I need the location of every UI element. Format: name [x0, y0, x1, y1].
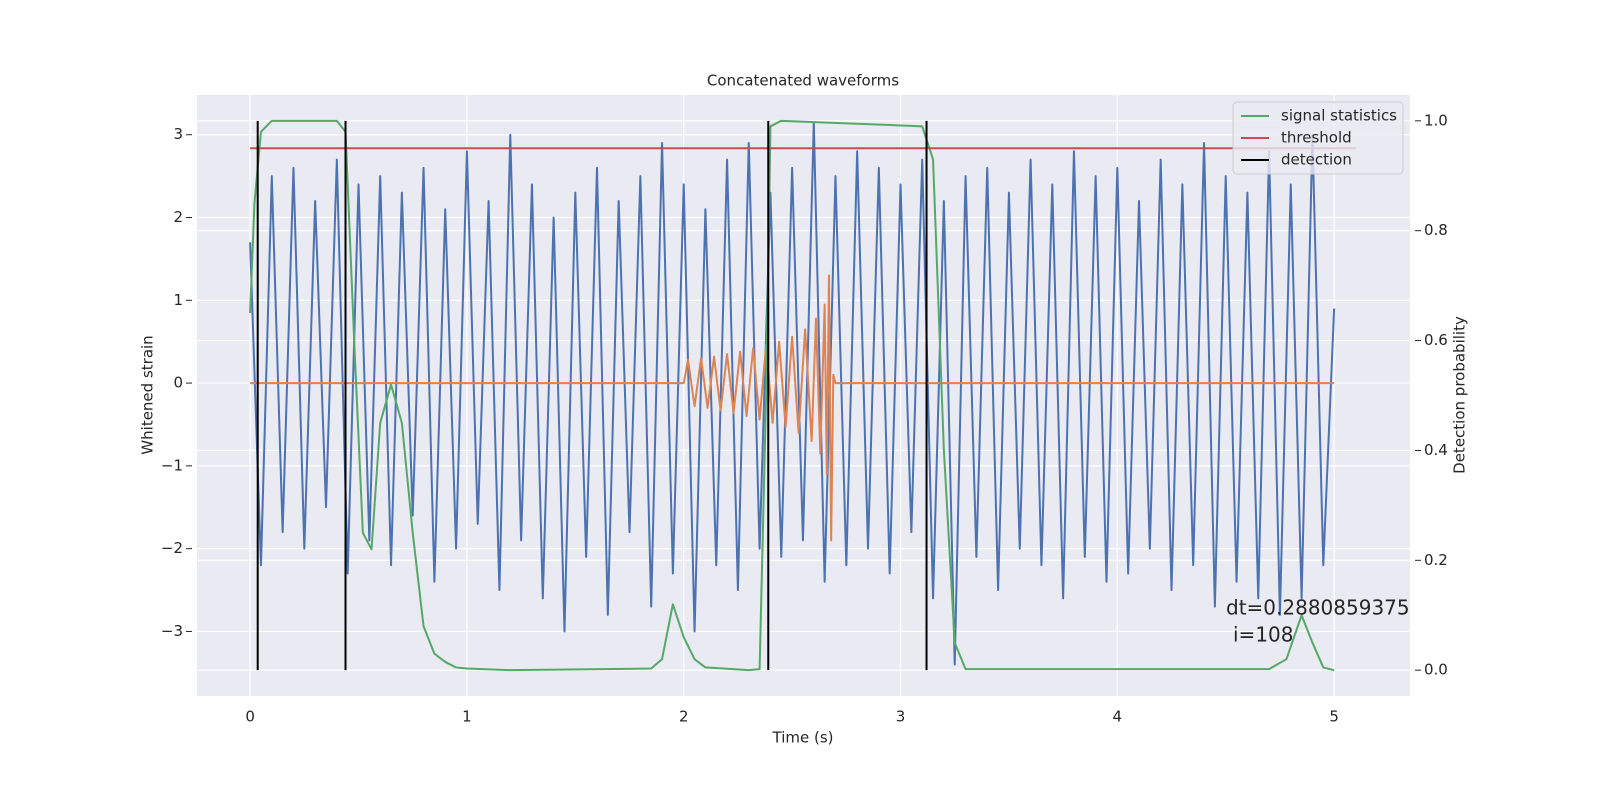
y-tick-label: −3 [161, 622, 183, 640]
chart-title: Concatenated waveforms [707, 72, 899, 90]
y2-tick-label: 0.2 [1424, 551, 1448, 569]
y2-tick-label: 1.0 [1424, 111, 1448, 129]
x-tick-label: 5 [1329, 708, 1339, 726]
annotation: i=108 [1233, 623, 1294, 647]
legend-label: signal statistics [1281, 107, 1397, 125]
annotation: dt=0.2880859375 [1226, 596, 1410, 620]
plot-area [197, 95, 1410, 696]
x-tick-label: 0 [245, 708, 255, 726]
x-axis-label: Time (s) [772, 729, 834, 747]
y2-tick-label: 0.8 [1424, 221, 1448, 239]
y-tick-label: 3 [173, 125, 183, 143]
y2-axis-label: Detection probability [1451, 316, 1469, 474]
legend-label: threshold [1281, 129, 1352, 147]
x-tick-label: 2 [679, 708, 689, 726]
legend: signal statistics threshold detection [1232, 101, 1404, 175]
x-tick-label: 1 [462, 708, 472, 726]
y-tick-label: 2 [173, 208, 183, 226]
y-tick-label: −2 [161, 539, 183, 557]
y2-tick-label: 0.0 [1424, 661, 1448, 679]
y-tick-label: −1 [161, 456, 183, 474]
series-line [249, 119, 1335, 672]
marks [249, 119, 1356, 672]
legend-label: detection [1281, 151, 1352, 169]
y-tick-label: 1 [173, 291, 183, 309]
legend-box [1232, 101, 1404, 175]
x-tick-label: 3 [896, 708, 906, 726]
y2-tick-label: 0.4 [1424, 441, 1448, 459]
y-tick-label: 0 [173, 374, 183, 392]
series-line [250, 274, 1335, 542]
y2-tick-label: 0.6 [1424, 331, 1448, 349]
x-tick-label: 4 [1113, 708, 1123, 726]
y-axis-label: Whitened strain [139, 335, 157, 454]
series-line [249, 121, 1336, 666]
